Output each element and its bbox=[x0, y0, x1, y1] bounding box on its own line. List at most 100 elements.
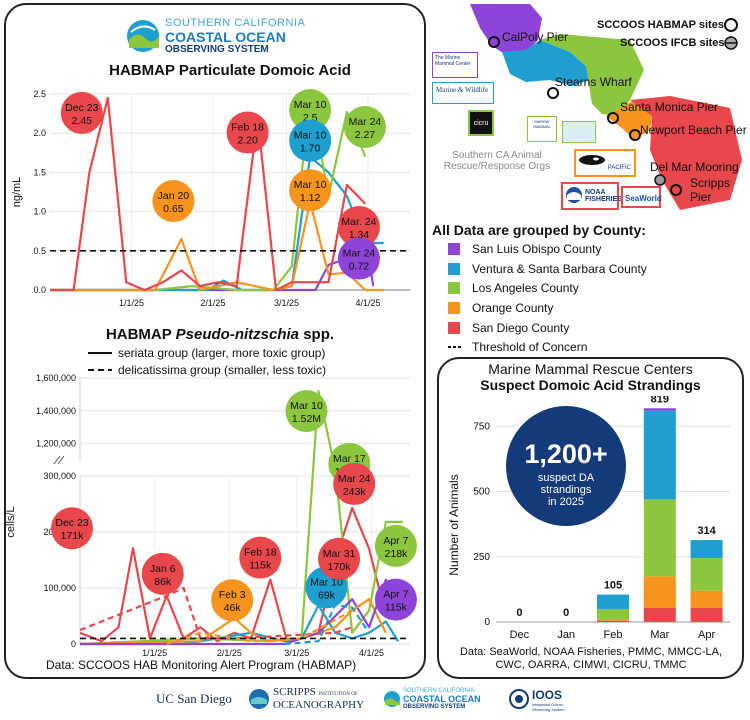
legend-seriata-label: seriata group (larger, more toxic group) bbox=[118, 346, 326, 360]
chart1-annotation-8-line1: Mar 24 bbox=[343, 248, 376, 260]
map-site-markers bbox=[488, 36, 682, 196]
site-label-del-mar: Del Mar Mooring bbox=[650, 160, 739, 174]
legend-label-orange: Orange County bbox=[472, 301, 554, 315]
legend-swatch-vsb bbox=[448, 263, 460, 275]
logo-cicru: cicru bbox=[468, 110, 494, 136]
chart1-annotation-2-line1: Feb 18 bbox=[231, 122, 264, 134]
legend-item-orange: Orange County bbox=[448, 301, 553, 315]
habmap-site-icon bbox=[724, 18, 738, 32]
footer-ioos-name: IOOS bbox=[532, 688, 563, 702]
badge-line1: suspect DA bbox=[537, 472, 595, 484]
chart3-bar-Feb-sd bbox=[597, 620, 629, 622]
legend-label-sd: San Diego County bbox=[472, 321, 570, 335]
logo-marine-wildlife: Marine & Wildlife bbox=[432, 82, 494, 104]
chart2-lower-ytick-label: 300,000 bbox=[43, 471, 76, 481]
legend-item-threshold: Threshold of Concern bbox=[448, 340, 587, 354]
chart2-annotation-5-line1: Mar 10 bbox=[290, 400, 323, 412]
chart2-axis-break-mark bbox=[57, 455, 65, 465]
ifcb-site-icon bbox=[724, 36, 738, 50]
noaa-logo-icon bbox=[566, 187, 582, 203]
logo-seaworld-text: SeaWorld bbox=[625, 194, 662, 203]
domoic-acid-chart: 0.0 0.5 1.0 1.5 2.0 2.5 1/1/25 2/1/25 3/1/25 4/1/… bbox=[11, 89, 410, 308]
chart1-series-orange bbox=[50, 201, 384, 292]
chart1-annotation-5-line1: Mar 10 bbox=[294, 179, 327, 191]
footer-sccoos-line1: SOUTHERN CALIFORNIA bbox=[403, 688, 475, 694]
la-county-region bbox=[540, 34, 644, 116]
chart2-annotation-10-line1: Apr 7 bbox=[383, 589, 408, 601]
chart1-annotation-5-line2: 1.12 bbox=[300, 192, 321, 204]
chart3-ytick-label: 500 bbox=[473, 487, 490, 498]
chart1-annotation-4-line2: 1.70 bbox=[300, 143, 321, 155]
chart3-ytick-label: 0 bbox=[484, 617, 490, 628]
legend-swatch-la bbox=[448, 282, 460, 294]
site-label-newport: Newport Beach Pier bbox=[640, 123, 747, 137]
chart1-ytick-label: 2.5 bbox=[33, 89, 46, 99]
newport-beach-pier-marker-icon bbox=[629, 129, 641, 141]
sccoos-logo-line2: COASTAL OCEAN bbox=[165, 29, 286, 45]
chart3-ytick-label: 750 bbox=[473, 421, 490, 432]
chart1-xtick-label: 1/1/25 bbox=[119, 298, 144, 308]
chart1-annotation-2-line2: 2.20 bbox=[237, 135, 258, 147]
chart2-annotation-0-line1: Dec 23 bbox=[55, 517, 88, 529]
slo-county-region bbox=[470, 4, 542, 56]
sccoos-logo-icon bbox=[127, 20, 159, 52]
chart1-annotation-6-line2: 2.27 bbox=[355, 129, 376, 141]
chart1-annotation-0-line1: Dec 23 bbox=[65, 102, 98, 114]
chart3-bar-Mar-sd bbox=[643, 607, 676, 622]
calpoly-pier-marker-icon bbox=[488, 36, 500, 48]
chart1-annotation-7-bubble bbox=[337, 205, 380, 248]
santa-monica-pier-marker-icon bbox=[607, 112, 619, 124]
chart2-annotation-8-bubble bbox=[318, 537, 361, 580]
logo-mmc-text: The Marine Mammal Center bbox=[435, 55, 471, 67]
chart1-annotation-5-bubble bbox=[289, 169, 332, 212]
chart1-annotation-1-line1: Jan 20 bbox=[158, 190, 190, 202]
logo-noaa-text: NOAA FISHERIES bbox=[585, 189, 622, 203]
chart1-annotation-4-line1: Mar 10 bbox=[294, 130, 327, 142]
chart2-annotation-5-line2: 1.52M bbox=[292, 413, 321, 425]
map-legend-ifcb: SCCOOS IFCB sites bbox=[620, 37, 725, 49]
footer-sccoos-line2: COASTAL OCEAN bbox=[403, 694, 481, 704]
sccoos-logo-line1: SOUTHERN CALIFORNIA bbox=[165, 17, 306, 29]
chart2-series-la-seriata bbox=[80, 390, 403, 646]
legend-item-vsb: Ventura & Santa Barbara County bbox=[448, 262, 647, 276]
chart2-lower-ytick-label: 100,000 bbox=[43, 583, 76, 593]
logo-mmcare-text: MARINE MAMMAL bbox=[533, 119, 551, 129]
orange-county-region bbox=[606, 100, 652, 140]
sd-county-region bbox=[630, 96, 742, 210]
chart1-annotation-7-line2: 1.34 bbox=[349, 229, 370, 241]
chart3-bar-Apr-orange bbox=[690, 590, 723, 608]
chart2-annotation-6-line1: Mar 17 bbox=[333, 453, 366, 465]
chart3-xtick-label: Jan bbox=[557, 629, 575, 641]
chart3-bar-Apr-sd bbox=[690, 607, 723, 622]
del-mar-mooring-marker-icon bbox=[654, 174, 666, 186]
pseudo-nitzschia-chart: 1,200,0001,400,0001,600,0000100,000200,0… bbox=[5, 373, 417, 658]
chart2-annotation-10-bubble bbox=[374, 578, 417, 621]
chart3-xtick-label: Mar bbox=[650, 629, 669, 641]
strandings-title-line2: Suspect Domoic Acid Strandings bbox=[480, 377, 701, 393]
chart1-annotation-6-bubble bbox=[343, 106, 386, 149]
logo-seaworld: SeaWorld bbox=[621, 186, 662, 208]
scripps-logo-icon bbox=[249, 689, 269, 709]
chart3-bar-Apr-vsb bbox=[690, 540, 723, 559]
vsb-county-region bbox=[502, 40, 590, 86]
site-label-calpoly: CalPoly Pier bbox=[502, 30, 569, 44]
chart2-annotation-8-line2: 170k bbox=[328, 561, 352, 573]
chart2-annotation-9-bubble bbox=[374, 524, 417, 567]
badge-line2: strandings bbox=[540, 484, 592, 496]
chart2-annotation-7-line1: Mar 24 bbox=[338, 473, 371, 485]
chart1-annotation-2-bubble bbox=[226, 111, 269, 154]
chart2-axis-break-mark bbox=[53, 455, 61, 465]
chart1-ytick-label: 2.0 bbox=[33, 128, 46, 138]
footer-sccoos-icon bbox=[384, 691, 400, 707]
chart3-bar-Feb-la bbox=[597, 608, 629, 620]
strandings-badge: 1,200+ suspect DA strandings in 2025 bbox=[506, 406, 626, 526]
chart3-bar-Feb-vsb bbox=[597, 594, 629, 609]
orgs-label: Southern CA Animal Rescue/Response Orgs bbox=[443, 150, 551, 172]
legend-item-sd: San Diego County bbox=[448, 321, 569, 335]
chart2-upper-ytick-label: 1,400,000 bbox=[36, 406, 76, 416]
site-label-scripps: Scripps Pier bbox=[690, 176, 731, 204]
chart3-total-label: 0 bbox=[563, 607, 569, 619]
strandings-title-line1: Marine Mammal Rescue Centers bbox=[488, 361, 693, 377]
chart2-annotation-4-line2: 69k bbox=[318, 589, 336, 601]
logo-noaa-fisheries: NOAA FISHERIES bbox=[561, 182, 622, 210]
